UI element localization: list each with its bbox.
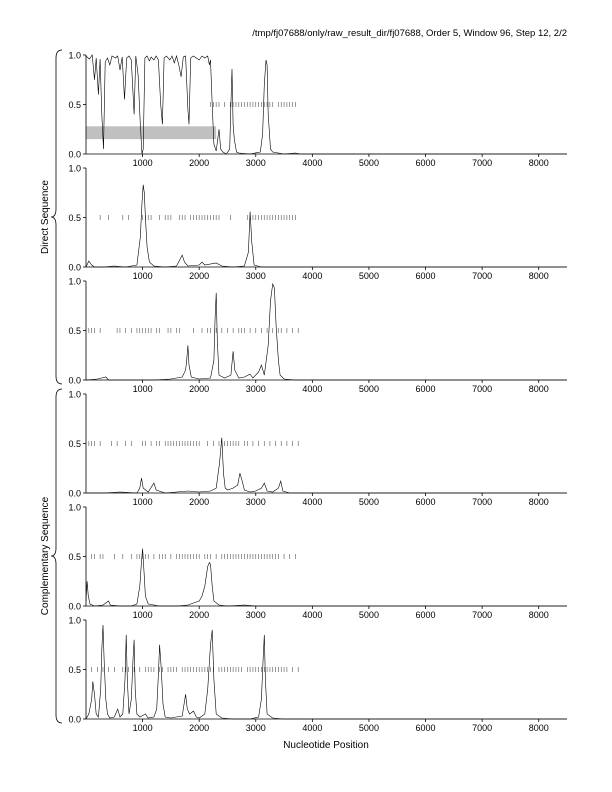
x-tick-label: 8000 [529,271,549,281]
x-tick-label: 1000 [133,723,153,733]
y-tick-label: 1.0 [68,503,81,513]
y-tick-label: 0.5 [68,439,81,449]
x-tick-label: 6000 [416,497,436,507]
y-tick-label: 0.5 [68,100,81,110]
series-line [85,624,567,720]
group-bracket [50,388,63,724]
series-line [85,282,567,381]
x-tick-label: 4000 [302,497,322,507]
y-tick-label: 0.0 [68,489,81,499]
x-tick-label: 3000 [246,271,266,281]
x-tick-label: 2000 [189,158,209,168]
tick-mark-series [210,102,296,107]
y-tick-label: 1.0 [68,164,81,174]
x-tick-label: 1000 [133,610,153,620]
x-tick-label: 8000 [529,158,549,168]
x-tick-label: 3000 [246,158,266,168]
x-tick-label: 7000 [472,610,492,620]
y-tick-label: 0.5 [68,213,81,223]
panel-4: 0.0 0.5 1.0 1000 2000 3000 4000 5000 6000 7000 800… [68,390,567,507]
series-line [86,437,567,494]
panel-1: 0.0 0.5 1.0 1000 2000 3000 4000 5000 6000 7000 800… [68,51,567,168]
x-tick-label: 6000 [416,158,436,168]
tick-mark-series [91,667,299,672]
x-tick-label: 4000 [302,384,322,394]
x-tick-label: 7000 [472,271,492,281]
y-tick-label: 1.0 [68,51,81,61]
x-tick-label: 5000 [359,723,379,733]
series-line [85,548,567,607]
x-tick-label: 3000 [246,723,266,733]
y-tick-label: 0.5 [68,552,81,562]
x-axis-label: Nucleotide Position [283,740,369,751]
x-tick-label: 7000 [472,384,492,394]
x-tick-label: 6000 [416,271,436,281]
group-label: Complementary Sequence [40,496,51,615]
series-line [85,184,567,268]
x-tick-label: 5000 [359,158,379,168]
tick-mark-series [88,328,299,333]
x-tick-label: 4000 [302,610,322,620]
y-tick-label: 0.0 [68,376,81,386]
x-tick-label: 8000 [529,610,549,620]
x-tick-label: 3000 [246,384,266,394]
x-tick-label: 5000 [359,271,379,281]
x-tick-label: 7000 [472,158,492,168]
shaded-band [86,126,217,140]
x-tick-label: 1000 [133,497,153,507]
panel-5: 0.0 0.5 1.0 1000 2000 3000 4000 5000 6000 7000 800… [68,503,567,620]
x-tick-label: 7000 [472,497,492,507]
group-brackets: Direct Sequence Complementary Sequence [40,49,63,724]
x-tick-label: 2000 [189,723,209,733]
x-tick-label: 8000 [529,497,549,507]
x-tick-label: 2000 [189,271,209,281]
x-tick-label: 2000 [189,497,209,507]
x-tick-label: 5000 [359,384,379,394]
y-tick-label: 0.0 [68,715,81,725]
x-tick-label: 1000 [133,158,153,168]
y-tick-label: 1.0 [68,277,81,287]
y-tick-label: 0.5 [68,326,81,336]
x-tick-label: 5000 [359,497,379,507]
panel-3: 0.0 0.5 1.0 1000 2000 3000 4000 5000 6000 7000 800… [68,277,567,394]
chart-panels: 0.0 0.5 1.0 1000 2000 3000 4000 5000 6000 7000 800… [68,51,567,733]
x-tick-label: 7000 [472,723,492,733]
x-tick-label: 3000 [246,497,266,507]
x-tick-label: 1000 [133,271,153,281]
x-tick-label: 6000 [416,384,436,394]
x-tick-label: 3000 [246,610,266,620]
x-tick-label: 4000 [302,723,322,733]
y-tick-label: 0.0 [68,263,81,273]
x-tick-label: 6000 [416,610,436,620]
x-tick-label: 6000 [416,723,436,733]
y-tick-label: 0.5 [68,665,81,675]
x-tick-label: 5000 [359,610,379,620]
y-tick-label: 0.0 [68,150,81,160]
x-tick-label: 8000 [529,384,549,394]
tick-mark-series [88,441,299,446]
tick-mark-series [99,215,296,220]
x-tick-label: 4000 [302,158,322,168]
panel-2: 0.0 0.5 1.0 1000 2000 3000 4000 5000 6000 7000 800… [68,164,567,281]
panel-6: 0.0 0.5 1.0 1000 2000 3000 4000 5000 6000 7000 800… [68,616,567,733]
y-tick-label: 1.0 [68,616,81,626]
x-tick-label: 4000 [302,271,322,281]
tick-mark-series [91,554,296,559]
y-tick-label: 0.0 [68,602,81,612]
x-tick-label: 1000 [133,384,153,394]
y-tick-label: 1.0 [68,390,81,400]
page-title: /tmp/fj07688/only/raw_result_dir/fj07688… [252,28,567,39]
x-tick-label: 8000 [529,723,549,733]
group-bracket [50,49,63,385]
x-tick-label: 2000 [189,610,209,620]
series-line [85,54,567,155]
x-tick-label: 2000 [189,384,209,394]
group-label: Direct Sequence [40,180,51,254]
